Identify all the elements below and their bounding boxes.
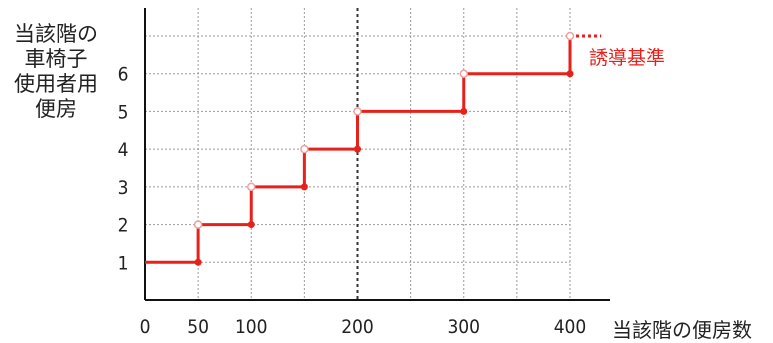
open-point-marker bbox=[193, 220, 203, 229]
closed-point-marker bbox=[194, 258, 202, 266]
open-point-marker bbox=[565, 31, 575, 41]
y-axis-label-line: 便房 bbox=[35, 97, 77, 121]
open-point-marker bbox=[353, 107, 362, 116]
x-tick-label: 200 bbox=[341, 316, 374, 337]
x-tick-label: 400 bbox=[554, 316, 587, 337]
x-axis-label: 当該階の便房数 bbox=[612, 318, 752, 342]
guide-standard-annotation: 誘導基準 bbox=[589, 47, 666, 69]
y-axis-label-line: 当該階の bbox=[14, 22, 98, 46]
y-axis-label: 当該階の 車椅子 使用者用 便房 bbox=[6, 22, 106, 122]
closed-point-marker bbox=[354, 145, 361, 153]
open-point-marker bbox=[247, 182, 256, 192]
open-point-marker bbox=[300, 144, 309, 154]
closed-point-marker bbox=[566, 70, 574, 78]
closed-point-marker bbox=[460, 107, 468, 115]
x-tick-label: 100 bbox=[235, 316, 268, 337]
y-tick-label: 3 bbox=[118, 177, 129, 199]
x-tick-label: 300 bbox=[447, 316, 480, 337]
y-axis-label-line: 使用者用 bbox=[14, 72, 98, 96]
y-tick-label: 5 bbox=[118, 101, 129, 123]
closed-point-marker bbox=[300, 183, 308, 191]
y-tick-label: 4 bbox=[118, 139, 129, 161]
open-point-marker bbox=[459, 69, 468, 78]
y-tick-label: 6 bbox=[118, 64, 129, 86]
y-axis-label-line: 車椅子 bbox=[24, 47, 88, 71]
y-tick-label: 2 bbox=[118, 215, 129, 237]
closed-point-marker bbox=[247, 221, 255, 229]
y-tick-label: 1 bbox=[118, 252, 129, 274]
x-tick-label: 50 bbox=[187, 316, 209, 337]
x-tick-label: 0 bbox=[140, 316, 151, 337]
